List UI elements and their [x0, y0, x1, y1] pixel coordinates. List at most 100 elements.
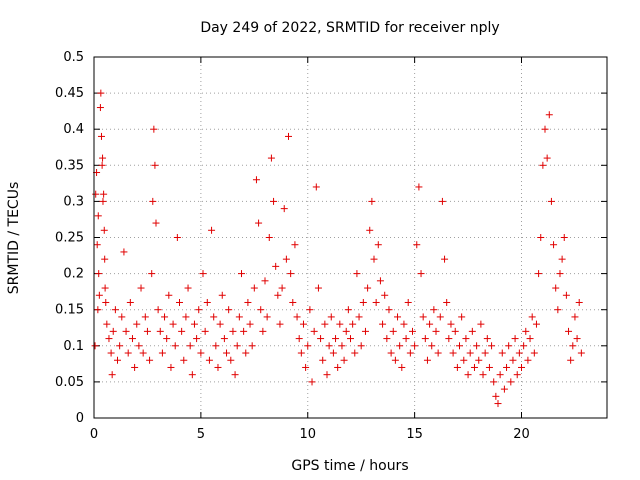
- data-point: [415, 183, 423, 191]
- x-axis-ticks: 0 5 10 15 20: [90, 57, 530, 442]
- data-point: [95, 270, 103, 278]
- data-point: [272, 262, 280, 270]
- data-point: [406, 349, 414, 357]
- data-point: [541, 125, 549, 133]
- x-tick-label: 5: [197, 427, 205, 442]
- data-point: [133, 320, 141, 328]
- data-point: [349, 320, 357, 328]
- data-point: [515, 349, 523, 357]
- data-point: [201, 327, 209, 335]
- data-point: [197, 349, 205, 357]
- data-point: [511, 335, 519, 343]
- data-point: [308, 378, 316, 386]
- data-point: [214, 363, 222, 371]
- data-point: [550, 241, 558, 249]
- data-point: [394, 313, 402, 321]
- data-point: [267, 154, 275, 162]
- data-point: [577, 349, 585, 357]
- data-point: [167, 363, 175, 371]
- data-point: [299, 320, 307, 328]
- data-point: [98, 161, 106, 169]
- y-tick-label: 0.2: [63, 267, 84, 282]
- data-point: [280, 205, 288, 213]
- data-point: [321, 320, 329, 328]
- data-point: [357, 342, 365, 350]
- y-tick-label: 0.45: [55, 86, 84, 101]
- data-point: [208, 226, 216, 234]
- data-point: [520, 342, 528, 350]
- data-point: [389, 327, 397, 335]
- data-point: [293, 313, 301, 321]
- data-point: [451, 327, 459, 335]
- data-point: [402, 335, 410, 343]
- data-point: [342, 327, 350, 335]
- data-point: [143, 327, 151, 335]
- data-point: [227, 356, 235, 364]
- y-tick-label: 0.25: [55, 231, 84, 246]
- data-point: [565, 327, 573, 335]
- data-point: [108, 371, 116, 379]
- data-point: [109, 327, 117, 335]
- data-point: [494, 400, 502, 408]
- data-point: [95, 291, 103, 299]
- data-point: [152, 219, 160, 227]
- data-point: [364, 284, 372, 292]
- data-point: [102, 298, 110, 306]
- data-point: [426, 320, 434, 328]
- data-point: [430, 306, 438, 314]
- data-point: [252, 176, 260, 184]
- data-point: [231, 371, 239, 379]
- data-point: [139, 349, 147, 357]
- data-point: [518, 363, 525, 371]
- data-point: [92, 190, 100, 198]
- data-point: [404, 298, 412, 306]
- data-point: [423, 356, 431, 364]
- data-point: [193, 335, 201, 343]
- data-point: [101, 255, 109, 263]
- data-point: [116, 342, 124, 350]
- data-point: [165, 291, 173, 299]
- data-point: [182, 313, 190, 321]
- data-point: [434, 349, 442, 357]
- data-point: [122, 327, 130, 335]
- data-point: [537, 234, 545, 241]
- data-point: [186, 342, 194, 350]
- data-point: [532, 320, 540, 328]
- data-point: [210, 313, 218, 321]
- data-point: [456, 342, 464, 350]
- data-point: [263, 313, 271, 321]
- data-point: [543, 154, 551, 162]
- data-point: [441, 255, 449, 263]
- data-point: [248, 342, 256, 350]
- data-point: [344, 306, 352, 314]
- data-point: [379, 320, 387, 328]
- data-point: [464, 371, 472, 379]
- data-point: [468, 327, 476, 335]
- data-point: [128, 335, 136, 343]
- data-point: [383, 335, 391, 343]
- data-point: [161, 313, 169, 321]
- data-point: [530, 349, 538, 357]
- data-point: [176, 298, 183, 306]
- data-point: [347, 335, 354, 343]
- data-point: [368, 197, 376, 205]
- data-point: [282, 255, 290, 263]
- data-point: [278, 284, 286, 292]
- data-point: [327, 313, 335, 321]
- data-point: [302, 363, 310, 371]
- data-point: [479, 371, 487, 379]
- data-point: [507, 378, 515, 386]
- data-point: [528, 313, 536, 321]
- data-point: [203, 298, 211, 306]
- y-axis-ticks: 0 0.05 0.1 0.15 0.2 0.25 0.3 0.35 0.4 0.45 0.5: [55, 50, 607, 426]
- chart-title: Day 249 of 2022, SRMTID for receiver npl…: [200, 20, 499, 36]
- data-point: [355, 313, 363, 321]
- data-point: [475, 356, 483, 364]
- data-point: [513, 371, 521, 379]
- data-point: [545, 111, 553, 119]
- data-point: [255, 219, 263, 227]
- data-point: [261, 277, 269, 285]
- data-point: [552, 284, 560, 292]
- data-point: [477, 320, 485, 328]
